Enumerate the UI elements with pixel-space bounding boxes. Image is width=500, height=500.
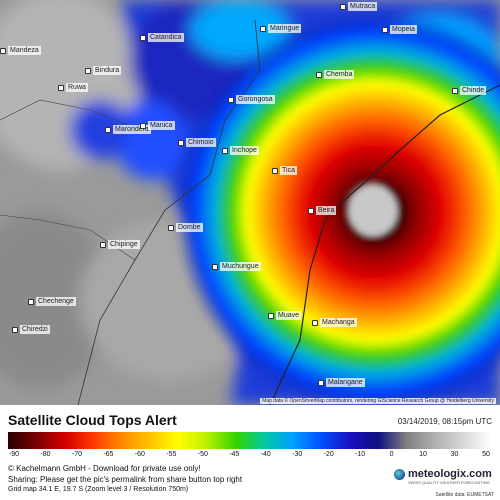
city-marker-icon [140, 34, 146, 41]
logo-tagline: SWISS QUALITY WEATHER FORECASTING [408, 480, 490, 485]
city-chemba: Chemba [316, 70, 355, 79]
city-mopeia: Mopeia [382, 25, 417, 34]
city-marker-icon [340, 3, 346, 10]
page-title: Satellite Cloud Tops Alert [8, 412, 177, 428]
grid-info-line: Grid map 34.1 E, 19.7 S (Zoom level 3 / … [8, 486, 189, 493]
city-marker-icon [452, 87, 458, 94]
city-marker-icon [140, 122, 146, 129]
satellite-imagery [0, 0, 500, 405]
city-marker-icon [222, 147, 228, 154]
scale-tick-label: -10 [355, 451, 366, 458]
scale-tick-label: -45 [229, 451, 240, 458]
city-inchope: Inchope [222, 146, 259, 155]
city-marker-icon [260, 25, 266, 32]
city-marker-icon [0, 47, 6, 54]
footer-panel: Satellite Cloud Tops Alert 03/14/2019, 0… [0, 405, 500, 500]
city-bindura: Bindura [85, 66, 122, 75]
city-chipinge: Chipinge [100, 240, 140, 249]
city-marker-icon [272, 167, 278, 174]
map-attribution: Map data © OpenStreetMap contributors, r… [260, 398, 496, 404]
scale-tick-label: -30 [292, 451, 303, 458]
scale-tick-label: -80 [40, 451, 51, 458]
copyright-line: © Kachelmann GmbH - Download for private… [8, 464, 201, 473]
city-marondera: Marondera [105, 125, 151, 134]
city-marker-icon [178, 139, 184, 146]
city-marker-icon [28, 298, 34, 305]
city-marker-icon [168, 224, 174, 231]
city-chinde: Chinde [452, 86, 487, 95]
city-marker-icon [268, 312, 274, 319]
scale-tick-label: -55 [166, 451, 177, 458]
city-marker-icon [228, 96, 234, 103]
city-mutraca: Mutraca [340, 2, 378, 11]
satellite-map: Mutraca Catandica Maringue Mopeia Mandez… [0, 0, 500, 405]
city-marker-icon [100, 241, 106, 248]
city-beira: Beira [308, 206, 337, 215]
city-malangane: Malangane [318, 378, 365, 387]
scale-tick-label: -40 [260, 451, 271, 458]
city-marker-icon [308, 207, 314, 214]
city-chimoio: Chimoio [178, 138, 216, 147]
city-mandeza: Mandeza [0, 46, 41, 55]
scale-tick-label: -60 [134, 451, 145, 458]
city-maringue: Maringue [260, 24, 302, 33]
scale-tick-label: -50 [197, 451, 208, 458]
scale-tick-label: 10 [419, 451, 427, 458]
scale-tick-label: -20 [323, 451, 334, 458]
city-chechenge: Chechenge [28, 297, 76, 306]
city-ruwa: Ruwa [58, 83, 88, 92]
city-marker-icon [212, 263, 218, 270]
city-dombe: Dombe [168, 223, 203, 232]
data-source: Satellite data: EUMETSAT [435, 492, 494, 498]
sharing-line: Sharing: Please get the pic's permalink … [8, 475, 243, 484]
city-marker-icon [12, 326, 18, 333]
city-tica: Tica [272, 166, 297, 175]
logo-brand: meteologix.com [408, 468, 492, 480]
scale-tick-label: 50 [482, 451, 490, 458]
city-gorongosa: Gorongosa [228, 95, 275, 104]
scale-tick-label: 0 [389, 451, 394, 458]
city-marker-icon [85, 67, 91, 74]
city-marker-icon [58, 84, 64, 91]
city-manica: Manica [140, 121, 175, 130]
city-machanga: Machanga [312, 318, 357, 327]
city-chiredzi: Chiredzi [12, 325, 50, 334]
city-marker-icon [312, 319, 318, 326]
scale-tick-label: 30 [450, 451, 459, 458]
city-muchungue: Muchungue [212, 262, 261, 271]
city-marker-icon [318, 379, 324, 386]
color-scale-bar [8, 432, 492, 449]
city-marker-icon [382, 26, 388, 33]
brand-logo[interactable]: meteologix.com SWISS QUALITY WEATHER FOR… [394, 468, 494, 485]
city-catandica: Catandica [140, 33, 184, 42]
city-marker-icon [105, 126, 111, 133]
city-marker-icon [316, 71, 322, 78]
timestamp: 03/14/2019, 08:15pm UTC [397, 417, 492, 426]
globe-icon [394, 469, 405, 480]
scale-tick-label: -65 [103, 451, 114, 458]
scale-tick-label: -90 [8, 451, 20, 458]
city-muave: Muave [268, 311, 302, 320]
scale-tick-label: -70 [71, 451, 82, 458]
